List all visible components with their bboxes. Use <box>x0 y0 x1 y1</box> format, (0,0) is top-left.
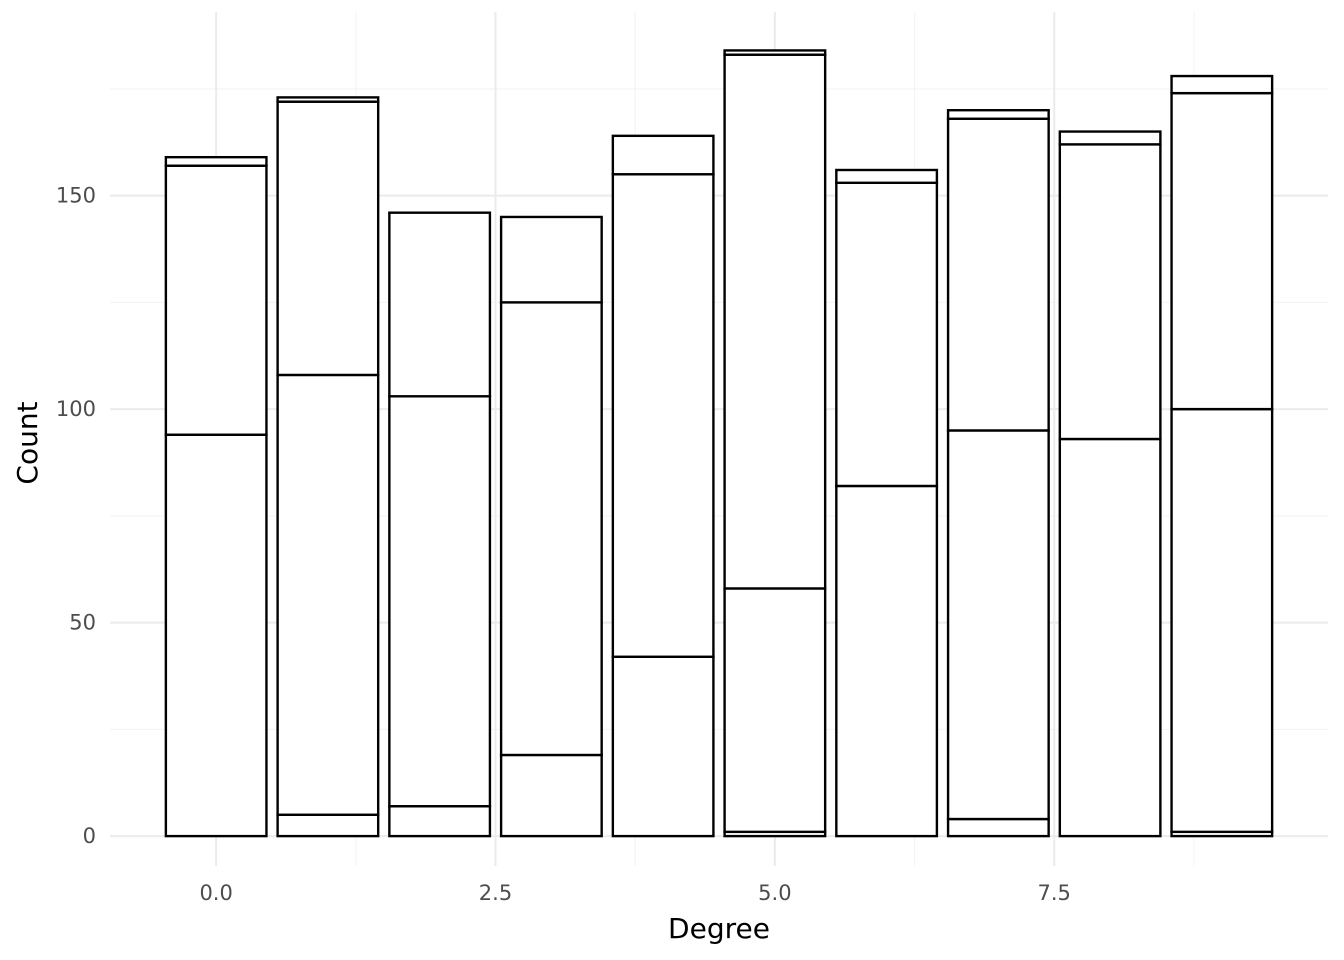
bar-segment-5-1 <box>723 587 827 834</box>
bar-segment-7-3 <box>946 109 1050 120</box>
bar-stack-3 <box>499 215 603 838</box>
bar-stack-4 <box>611 134 715 838</box>
bar-segment-2-2 <box>388 211 492 398</box>
bar-stack-1 <box>276 96 380 838</box>
bar-segment-4-2 <box>611 134 715 176</box>
bar-segment-3-1 <box>499 301 603 757</box>
x-tick-label: 5.0 <box>758 881 791 905</box>
bar-segment-1-2 <box>276 100 380 377</box>
bar-segment-2-0 <box>388 805 492 838</box>
bar-segment-3-0 <box>499 753 603 838</box>
bar-segment-3-2 <box>499 215 603 304</box>
bar-segment-0-1 <box>164 164 268 436</box>
bar-segment-4-1 <box>611 173 715 658</box>
bar-segment-9-2 <box>1170 91 1274 411</box>
bar-segment-8-0 <box>1058 437 1162 838</box>
bar-segment-7-2 <box>946 117 1050 432</box>
bar-segment-6-1 <box>835 181 939 488</box>
y-tick-label: 50 <box>69 611 96 635</box>
x-tick-labels: 0.0 2.5 5.0 7.5 <box>199 881 1070 905</box>
bar-segment-8-1 <box>1058 143 1162 441</box>
y-axis-title: Count <box>11 401 44 484</box>
bar-stack-8 <box>1058 130 1162 838</box>
bar-segment-1-0 <box>276 813 380 838</box>
bar-stack-6 <box>835 168 939 838</box>
bar-segment-0-0 <box>164 433 268 838</box>
bar-segment-2-1 <box>388 395 492 808</box>
bar-segment-9-1 <box>1170 407 1274 834</box>
bar-segment-6-2 <box>835 168 939 185</box>
y-tick-labels: 0 50 100 150 <box>56 184 96 848</box>
bar-segment-0-2 <box>164 155 268 167</box>
bar-stack-7 <box>946 109 1050 838</box>
bar-segment-7-1 <box>946 429 1050 821</box>
x-tick-label: 2.5 <box>479 881 512 905</box>
bar-segment-1-1 <box>276 373 380 816</box>
bar-segment-1-3 <box>276 96 380 103</box>
bar-segment-8-2 <box>1058 130 1162 146</box>
bars-layer <box>164 49 1274 838</box>
bar-segment-4-0 <box>611 655 715 838</box>
bar-stack-9 <box>1170 74 1274 838</box>
bar-segment-5-2 <box>723 53 827 590</box>
bar-stack-5 <box>723 49 827 838</box>
bar-stack-2 <box>388 211 492 838</box>
y-tick-label: 0 <box>83 824 96 848</box>
bar-segment-5-3 <box>723 49 827 56</box>
x-tick-label: 0.0 <box>199 881 232 905</box>
y-tick-label: 150 <box>56 184 96 208</box>
bar-segment-6-0 <box>835 484 939 838</box>
x-axis-title: Degree <box>668 912 770 945</box>
y-tick-label: 100 <box>56 397 96 421</box>
bar-segment-9-3 <box>1170 74 1274 95</box>
bar-segment-7-0 <box>946 817 1050 838</box>
bar-stack-0 <box>164 155 268 838</box>
x-tick-label: 7.5 <box>1038 881 1071 905</box>
